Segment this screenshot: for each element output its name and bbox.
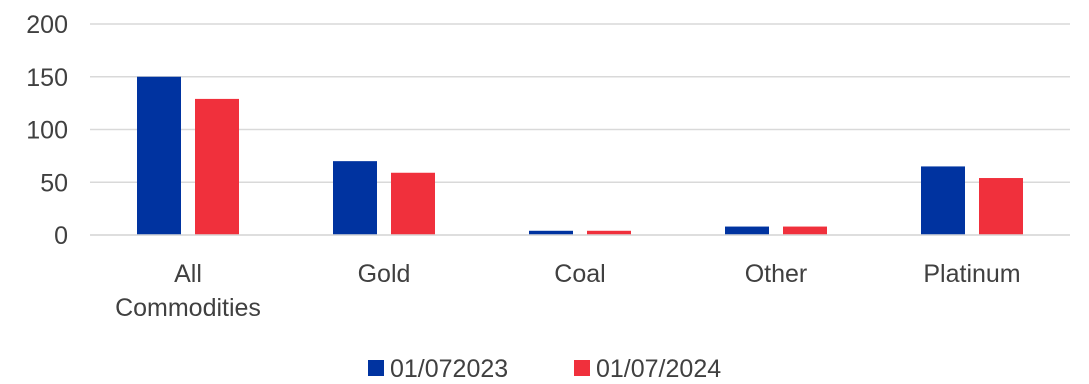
bar-1	[333, 161, 377, 235]
y-tick-label: 100	[26, 117, 68, 145]
legend: 01/072023 01/07/2024	[368, 355, 721, 383]
x-axis: All Commodities Gold Coal Other Platinum	[90, 234, 1070, 322]
bar-2	[391, 172, 435, 235]
legend-label: 01/072023	[390, 355, 508, 383]
bar-1	[529, 230, 573, 235]
x-tick-label: Gold	[358, 260, 411, 288]
y-tick-label: 150	[26, 64, 68, 92]
x-tick-label: Other	[745, 260, 808, 288]
x-tick-label: Coal	[554, 260, 605, 288]
x-tick-label: All	[174, 260, 202, 288]
x-tick-label: Commodities	[115, 294, 261, 322]
y-tick-label: 200	[26, 11, 68, 39]
y-tick-label: 50	[40, 169, 68, 197]
y-axis: 0 50 100 150 200	[26, 11, 68, 250]
bar-2	[783, 226, 827, 235]
legend-swatch	[574, 360, 590, 376]
legend-label: 01/07/2024	[596, 355, 721, 383]
bar-1	[137, 76, 181, 235]
bar-2	[587, 230, 631, 235]
bar-2	[195, 98, 239, 235]
x-tick-label: Platinum	[923, 260, 1020, 288]
bar-1	[921, 166, 965, 235]
bars	[137, 76, 1023, 235]
bar-2	[979, 178, 1023, 235]
y-tick-label: 0	[54, 222, 68, 250]
legend-swatch	[368, 360, 384, 376]
bar-1	[725, 226, 769, 235]
